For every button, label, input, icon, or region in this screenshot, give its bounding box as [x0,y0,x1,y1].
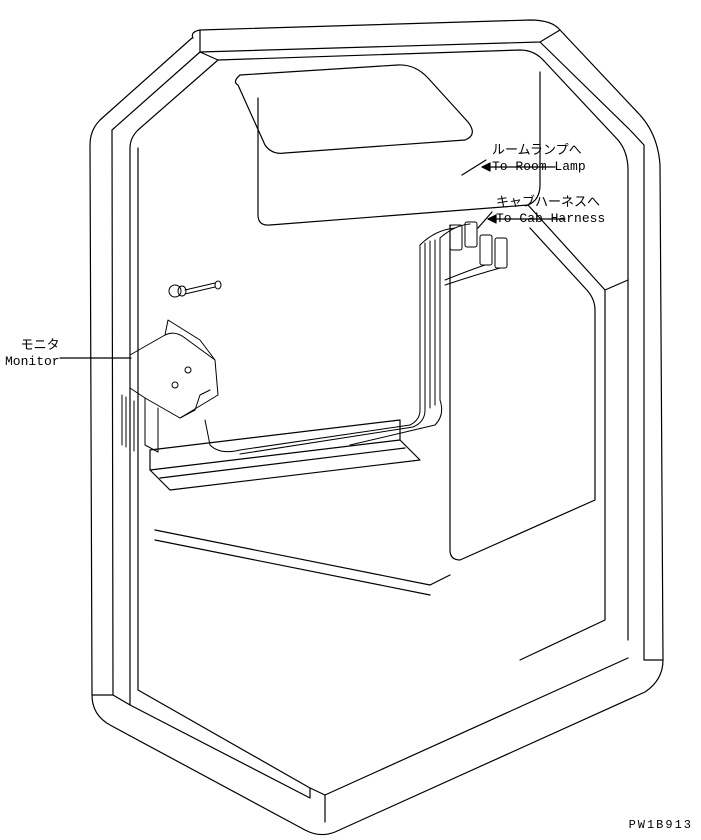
label-cab-harness-jp: キャブハーネスへ [496,195,605,211]
label-cab-harness-en: To Cab Harness [496,211,605,227]
label-room-lamp-jp: ルームランプへ [492,143,586,159]
label-room-lamp-en: To Room Lamp [492,159,586,175]
part-code: PW1B913 [629,818,693,832]
label-monitor-en: Monitor [5,354,60,370]
label-monitor: モニタ Monitor [5,338,60,369]
label-room-lamp: ルームランプへ To Room Lamp [492,143,586,174]
label-cab-harness: キャブハーネスへ To Cab Harness [496,195,605,226]
label-monitor-jp: モニタ [5,338,60,354]
cab-diagram-svg [0,0,701,840]
diagram-container: モニタ Monitor ルームランプへ To Room Lamp キャブハーネス… [0,0,701,840]
